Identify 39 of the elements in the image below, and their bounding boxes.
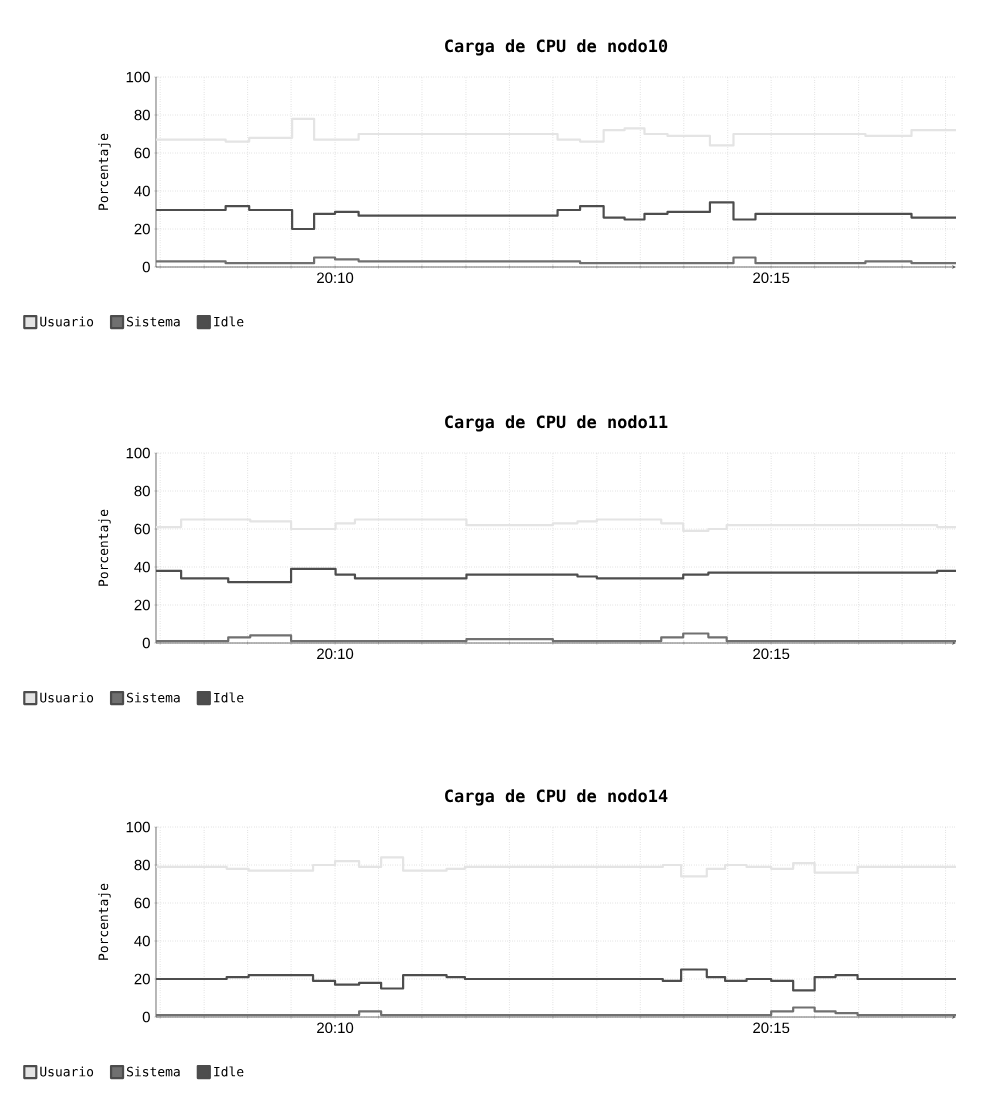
x-tick-label: 20:10 — [317, 1022, 354, 1034]
chart-title: Carga de CPU de nodo14 — [445, 789, 668, 806]
legend-label: Sistema — [127, 316, 180, 327]
legend-label: Sistema — [127, 1066, 180, 1077]
y-tick-label: 40 — [134, 185, 150, 197]
y-tick-label: 20 — [134, 973, 150, 985]
y-tick-label: 0 — [142, 637, 150, 649]
x-tick-label: 20:10 — [317, 272, 354, 284]
x-tick-label: 20:15 — [753, 1022, 790, 1034]
legend-label: Idle — [214, 1066, 244, 1077]
y-tick-label: 40 — [134, 561, 150, 573]
y-axis-title: Porcentaje — [98, 509, 111, 586]
x-tick-label: 20:15 — [753, 272, 790, 284]
y-tick-label: 20 — [134, 223, 150, 235]
y-axis-title: Porcentaje — [98, 133, 111, 210]
legend-label: Idle — [214, 692, 244, 703]
y-tick-label: 80 — [134, 485, 150, 497]
y-tick-label: 20 — [134, 599, 150, 611]
y-tick-label: 100 — [126, 71, 150, 83]
y-tick-label: 60 — [134, 897, 150, 909]
legend-label: Idle — [214, 316, 244, 327]
y-tick-label: 60 — [134, 523, 150, 535]
legend-label: Sistema — [127, 692, 180, 703]
y-tick-label: 80 — [134, 109, 150, 121]
y-tick-label: 100 — [126, 821, 150, 833]
y-tick-label: 0 — [142, 261, 150, 273]
chart-title: Carga de CPU de nodo10 — [445, 39, 668, 56]
legend-label: Usuario — [40, 316, 94, 327]
y-tick-label: 60 — [134, 147, 150, 159]
y-tick-label: 40 — [134, 935, 150, 947]
x-tick-label: 20:15 — [753, 648, 790, 660]
y-axis-title: Porcentaje — [98, 883, 111, 960]
legend-label: Usuario — [40, 692, 94, 703]
chart-title: Carga de CPU de nodo11 — [445, 415, 668, 432]
y-tick-label: 100 — [126, 447, 150, 459]
legend-label: Usuario — [40, 1066, 94, 1077]
y-tick-label: 80 — [134, 859, 150, 871]
x-tick-label: 20:10 — [317, 648, 354, 660]
y-tick-label: 0 — [142, 1011, 150, 1023]
